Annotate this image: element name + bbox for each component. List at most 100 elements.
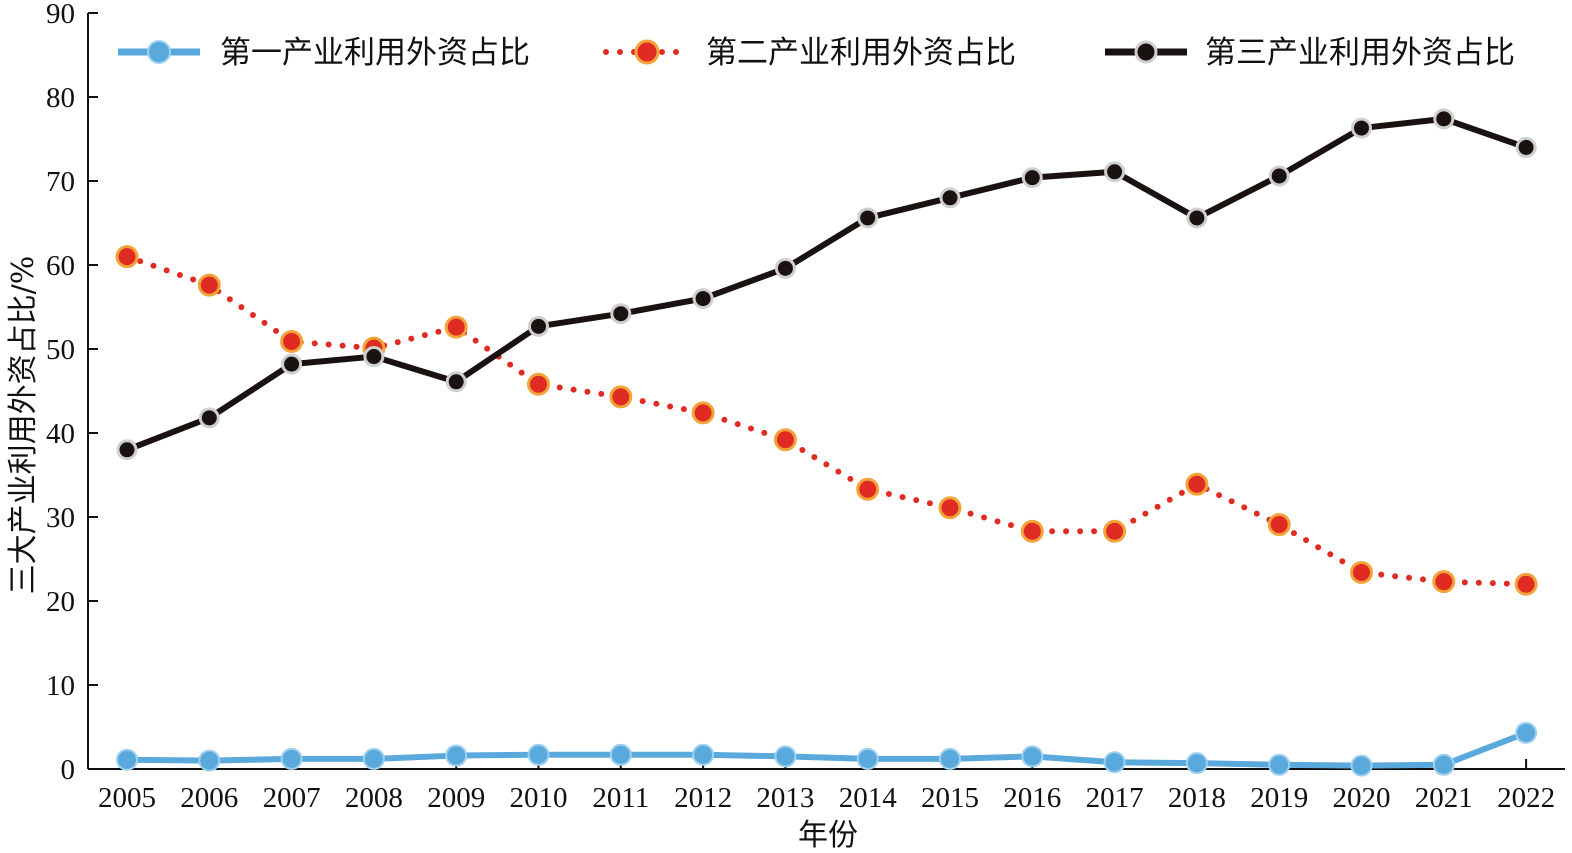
data-point <box>1021 167 1043 189</box>
data-point <box>1268 165 1290 187</box>
y-tick-label: 60 <box>46 250 75 282</box>
x-tick-label: 2006 <box>180 782 238 814</box>
y-tick-label: 0 <box>61 754 76 786</box>
legend-item-2: 第二产业利用外资占比 <box>603 35 1016 71</box>
legend-marker <box>634 39 660 65</box>
x-tick-label: 2021 <box>1415 782 1473 814</box>
data-point <box>857 207 879 229</box>
data-point <box>1432 753 1455 776</box>
legend-label: 第一产业利用外资占比 <box>220 35 530 71</box>
x-tick-label: 2015 <box>921 782 979 814</box>
y-axis-ticks: 0 10 20 30 40 50 60 70 80 90 <box>46 0 98 786</box>
data-point <box>115 245 139 269</box>
data-point <box>939 187 961 209</box>
data-point <box>939 747 961 770</box>
data-point <box>1515 721 1538 744</box>
y-tick-label: 20 <box>46 586 75 618</box>
data-point <box>774 745 797 768</box>
data-point <box>692 743 715 766</box>
y-tick-label: 80 <box>46 82 75 114</box>
data-point <box>1350 560 1373 584</box>
data-point <box>363 346 385 368</box>
axes <box>87 13 1565 770</box>
x-tick-label: 2011 <box>592 782 649 814</box>
x-tick-label: 2019 <box>1250 782 1308 814</box>
series-group <box>115 108 1538 777</box>
legend: 第一产业利用外资占比 第二产业利用外资占比 第三产业利用外资占比 <box>118 35 1515 71</box>
data-point <box>1104 161 1126 183</box>
data-point <box>281 353 303 375</box>
data-point <box>691 401 715 425</box>
data-point <box>1103 519 1127 543</box>
data-point <box>528 315 549 337</box>
series-line <box>125 115 1528 453</box>
series-line <box>124 253 1530 588</box>
data-point <box>856 477 880 501</box>
series-2 <box>115 245 1538 596</box>
series-1 <box>116 721 1538 777</box>
data-point <box>445 744 468 767</box>
legend-marker <box>147 40 171 64</box>
data-point <box>197 273 221 297</box>
data-point <box>609 385 633 409</box>
data-point <box>1268 753 1291 776</box>
data-point <box>527 743 550 766</box>
data-point <box>773 428 797 452</box>
legend-marker <box>1134 40 1158 64</box>
data-point <box>1514 572 1538 596</box>
data-point <box>1432 570 1456 594</box>
data-point <box>1433 108 1455 130</box>
data-point <box>280 747 303 770</box>
x-tick-label: 2005 <box>98 782 156 814</box>
x-tick-label: 2008 <box>345 782 403 814</box>
x-tick-label: 2020 <box>1333 782 1391 814</box>
x-axis-ticks: 2005 2006 2007 2008 2009 2010 2011 2012 2013 2014… <box>98 759 1555 814</box>
x-tick-label: 2018 <box>1168 782 1226 814</box>
legend-item-3: 第三产业利用外资占比 <box>1105 35 1515 71</box>
series-line <box>126 730 1528 769</box>
y-axis-title: 三大产业利用外资占比/% <box>6 256 41 595</box>
data-point <box>198 407 220 429</box>
data-point <box>1020 519 1044 543</box>
data-point <box>1267 513 1291 537</box>
legend-label: 第三产业利用外资占比 <box>1205 35 1515 71</box>
data-point <box>362 747 385 770</box>
x-tick-label: 2013 <box>756 782 814 814</box>
y-tick-label: 10 <box>46 670 75 702</box>
data-point <box>692 288 714 310</box>
y-tick-label: 50 <box>46 334 75 366</box>
data-point <box>609 743 632 766</box>
data-point <box>1185 472 1209 496</box>
data-point <box>938 496 962 520</box>
data-point <box>527 372 550 396</box>
x-axis-title: 年份 <box>798 818 858 853</box>
x-tick-label: 2022 <box>1497 782 1555 814</box>
x-tick-label: 2016 <box>1003 782 1061 814</box>
data-point <box>774 257 796 279</box>
x-tick-label: 2007 <box>263 782 321 814</box>
data-point <box>444 315 468 339</box>
data-point <box>280 329 304 353</box>
y-tick-label: 70 <box>46 166 75 198</box>
legend-item-1: 第一产业利用外资占比 <box>118 35 530 71</box>
data-point <box>445 371 467 393</box>
data-point <box>1021 745 1044 768</box>
data-point <box>856 747 879 770</box>
x-tick-label: 2010 <box>510 782 568 814</box>
data-point <box>198 749 221 772</box>
legend-label: 第二产业利用外资占比 <box>706 35 1016 71</box>
data-point <box>1186 207 1208 229</box>
x-tick-label: 2017 <box>1086 782 1144 814</box>
x-tick-label: 2014 <box>839 782 898 814</box>
data-point <box>1515 136 1537 158</box>
y-tick-label: 40 <box>46 418 75 450</box>
series-3 <box>116 108 1537 461</box>
y-tick-label: 90 <box>46 0 75 30</box>
data-point <box>1351 117 1372 139</box>
data-point <box>116 748 138 771</box>
y-tick-label: 30 <box>46 502 75 534</box>
x-tick-label: 2012 <box>674 782 732 814</box>
data-point <box>1350 754 1373 777</box>
data-point <box>610 303 632 325</box>
